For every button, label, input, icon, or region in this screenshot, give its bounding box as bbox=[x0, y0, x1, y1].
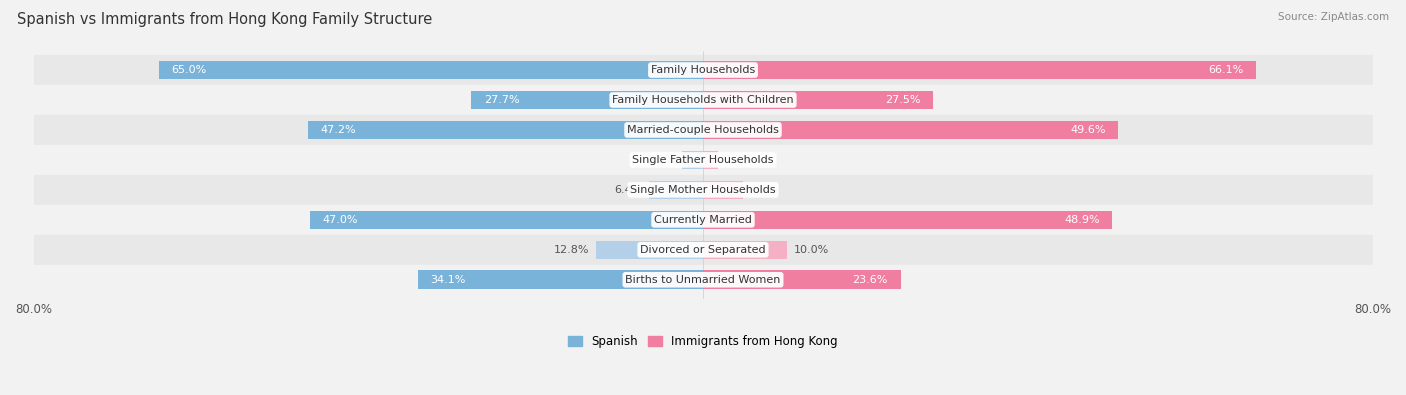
Text: 1.8%: 1.8% bbox=[724, 155, 754, 165]
Text: Single Mother Households: Single Mother Households bbox=[630, 185, 776, 195]
Bar bbox=[34, 85, 1372, 115]
Bar bbox=[650, 181, 703, 199]
Text: 27.5%: 27.5% bbox=[886, 95, 921, 105]
Text: 66.1%: 66.1% bbox=[1208, 65, 1244, 75]
Bar bbox=[159, 61, 703, 79]
Text: 47.2%: 47.2% bbox=[321, 125, 356, 135]
Text: 34.1%: 34.1% bbox=[430, 275, 465, 285]
Bar bbox=[471, 91, 703, 109]
Bar bbox=[34, 145, 1372, 175]
Bar bbox=[34, 175, 1372, 205]
Bar bbox=[703, 91, 934, 109]
Text: Spanish vs Immigrants from Hong Kong Family Structure: Spanish vs Immigrants from Hong Kong Fam… bbox=[17, 12, 432, 27]
Text: 4.8%: 4.8% bbox=[749, 185, 779, 195]
Text: 12.8%: 12.8% bbox=[554, 245, 589, 255]
Text: 49.6%: 49.6% bbox=[1070, 125, 1105, 135]
Bar bbox=[309, 211, 703, 229]
Bar bbox=[703, 241, 787, 259]
Text: Currently Married: Currently Married bbox=[654, 215, 752, 225]
Text: 6.4%: 6.4% bbox=[614, 185, 643, 195]
Text: 23.6%: 23.6% bbox=[852, 275, 889, 285]
Text: 27.7%: 27.7% bbox=[484, 95, 519, 105]
Bar bbox=[34, 55, 1372, 85]
Bar bbox=[418, 271, 703, 289]
Bar bbox=[682, 150, 703, 169]
Bar bbox=[703, 120, 1118, 139]
Bar bbox=[703, 271, 900, 289]
Bar bbox=[596, 241, 703, 259]
Text: Source: ZipAtlas.com: Source: ZipAtlas.com bbox=[1278, 12, 1389, 22]
Bar bbox=[703, 211, 1112, 229]
Text: Married-couple Households: Married-couple Households bbox=[627, 125, 779, 135]
Text: 65.0%: 65.0% bbox=[172, 65, 207, 75]
Bar bbox=[703, 150, 718, 169]
Text: 2.5%: 2.5% bbox=[647, 155, 675, 165]
Legend: Spanish, Immigrants from Hong Kong: Spanish, Immigrants from Hong Kong bbox=[568, 335, 838, 348]
Text: Single Father Households: Single Father Households bbox=[633, 155, 773, 165]
Text: 48.9%: 48.9% bbox=[1064, 215, 1099, 225]
Bar bbox=[34, 205, 1372, 235]
Bar bbox=[34, 115, 1372, 145]
Text: 10.0%: 10.0% bbox=[793, 245, 828, 255]
Text: Divorced or Separated: Divorced or Separated bbox=[640, 245, 766, 255]
Bar bbox=[703, 181, 744, 199]
Bar bbox=[34, 265, 1372, 295]
Text: Family Households: Family Households bbox=[651, 65, 755, 75]
Bar bbox=[34, 235, 1372, 265]
Text: Family Households with Children: Family Households with Children bbox=[612, 95, 794, 105]
Bar bbox=[308, 120, 703, 139]
Text: 47.0%: 47.0% bbox=[322, 215, 357, 225]
Text: Births to Unmarried Women: Births to Unmarried Women bbox=[626, 275, 780, 285]
Bar bbox=[703, 61, 1256, 79]
